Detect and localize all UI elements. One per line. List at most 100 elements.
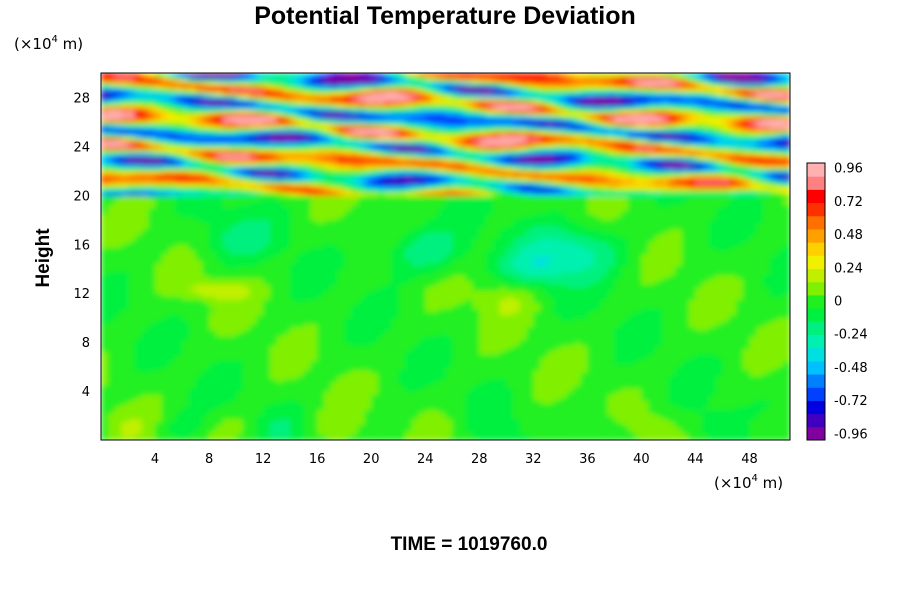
- field-cell: [742, 436, 751, 440]
- field-cell: [134, 403, 143, 407]
- field-cell: [188, 433, 197, 438]
- field-cell: [756, 427, 764, 432]
- field-cell: [202, 430, 210, 435]
- field-cell: [290, 400, 298, 404]
- field-cell: [195, 418, 203, 423]
- field-cell: [607, 409, 615, 414]
- field-cell: [459, 400, 467, 404]
- field-cell: [479, 430, 487, 435]
- field-cell: [229, 424, 237, 429]
- field-cell: [384, 412, 393, 417]
- field-cell: [627, 403, 636, 407]
- field-cell: [668, 397, 676, 401]
- field-cell: [425, 433, 433, 438]
- field-cell: [600, 424, 609, 429]
- field-cell: [148, 421, 156, 426]
- field-cell: [459, 397, 467, 401]
- field-cell: [404, 406, 413, 411]
- field-cell: [756, 406, 764, 411]
- field-cell: [627, 424, 636, 429]
- field-cell: [283, 406, 291, 411]
- field-cell: [783, 409, 790, 414]
- field-cell: [621, 394, 629, 398]
- field-cell: [404, 430, 413, 435]
- field-cell: [459, 430, 467, 435]
- field-cell: [134, 430, 143, 435]
- field-cell: [506, 412, 514, 417]
- field-cell: [107, 421, 116, 426]
- field-cell: [580, 388, 588, 392]
- field-cell: [317, 436, 325, 440]
- field-cell: [661, 400, 670, 404]
- field-cell: [114, 415, 122, 420]
- field-cell: [756, 436, 764, 440]
- field-cell: [688, 391, 697, 395]
- field-cell: [546, 400, 555, 404]
- field-cell: [161, 427, 170, 432]
- field-cell: [681, 436, 690, 440]
- field-cell: [141, 412, 149, 417]
- field-cell: [668, 388, 676, 392]
- field-cell: [654, 415, 663, 420]
- field-cell: [654, 436, 663, 440]
- field-cell: [607, 427, 615, 432]
- field-cell: [587, 409, 595, 414]
- field-cell: [607, 433, 615, 438]
- field-cell: [101, 415, 109, 420]
- field-cell: [675, 406, 683, 411]
- field-cell: [269, 406, 278, 411]
- field-cell: [398, 424, 406, 429]
- field-cell: [263, 412, 271, 417]
- field-cell: [128, 427, 136, 432]
- field-cell: [222, 415, 230, 420]
- field-cell: [459, 409, 467, 414]
- field-cell: [769, 418, 778, 423]
- field-cell: [229, 433, 237, 438]
- field-cell: [175, 388, 183, 392]
- field-cell: [377, 418, 386, 423]
- field-cell: [101, 397, 109, 401]
- field-cell: [486, 436, 494, 440]
- field-cell: [607, 403, 615, 407]
- field-cell: [391, 394, 399, 398]
- field-cell: [317, 403, 325, 407]
- field-cell: [283, 409, 291, 414]
- field-cell: [384, 427, 393, 432]
- field-cell: [148, 388, 156, 392]
- field-cell: [722, 406, 730, 411]
- field-cell: [695, 388, 703, 392]
- field-cell: [621, 427, 629, 432]
- field-cell: [560, 418, 568, 423]
- field-cell: [762, 391, 771, 395]
- field-cell: [222, 421, 230, 426]
- field-cell: [384, 397, 393, 401]
- field-cell: [269, 412, 278, 417]
- field-cell: [175, 400, 183, 404]
- field-cell: [431, 433, 440, 438]
- field-cell: [675, 436, 683, 440]
- field-cell: [627, 409, 636, 414]
- field-cell: [553, 406, 561, 411]
- field-cell: [195, 406, 203, 411]
- field-cell: [681, 421, 690, 426]
- field-cell: [472, 406, 480, 411]
- field-cell: [121, 436, 129, 440]
- field-cell: [742, 433, 751, 438]
- field-cell: [148, 400, 156, 404]
- field-cell: [513, 424, 521, 429]
- field-cell: [742, 391, 751, 395]
- field-cell: [783, 430, 790, 435]
- field-cell: [256, 397, 264, 401]
- field-cell: [121, 415, 129, 420]
- field-cell: [411, 400, 420, 404]
- field-cell: [459, 403, 467, 407]
- field-cell: [344, 427, 352, 432]
- field-cell: [546, 424, 555, 429]
- field-cell: [371, 415, 379, 420]
- field-cell: [459, 415, 467, 420]
- field-cell: [459, 424, 467, 429]
- field-cell: [391, 403, 399, 407]
- field-cell: [580, 397, 588, 401]
- field-cell: [236, 424, 244, 429]
- field-cell: [668, 394, 676, 398]
